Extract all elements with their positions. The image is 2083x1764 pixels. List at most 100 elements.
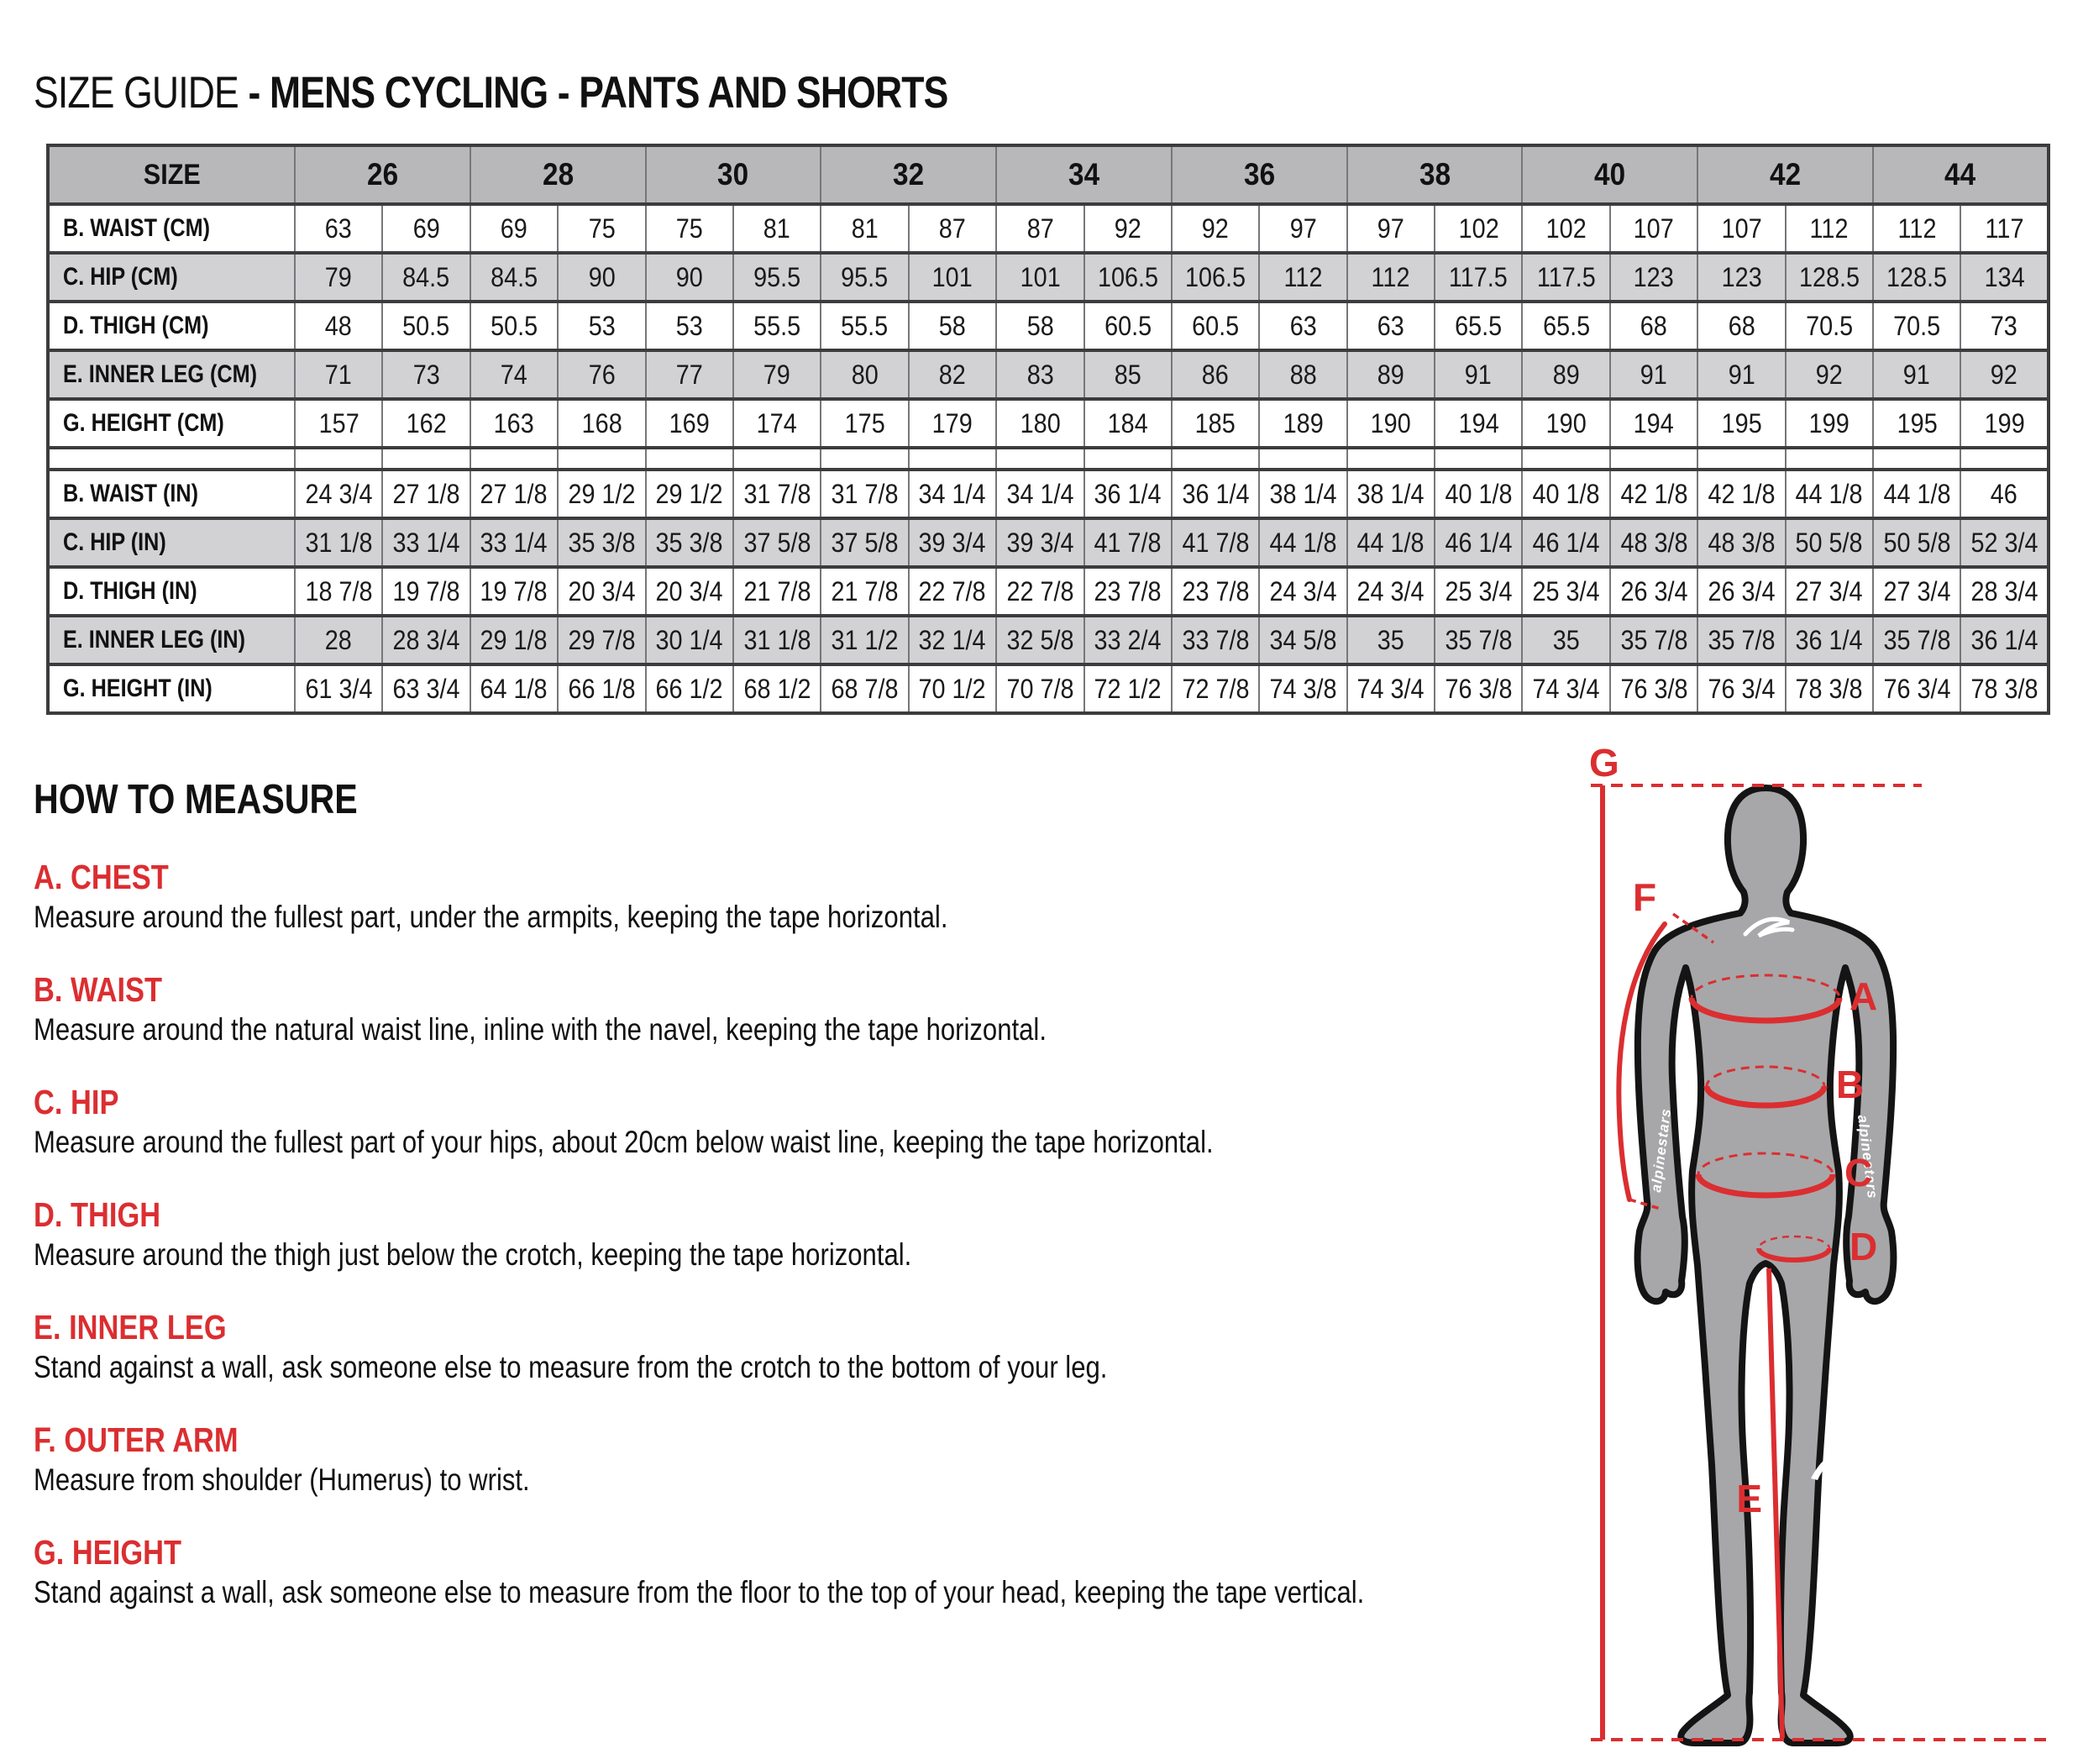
size-column-header: 30 (644, 144, 822, 206)
value-cell: 106.5 (1170, 251, 1261, 303)
value-cell: 24 3/4 (1346, 565, 1436, 617)
value-cell: 27 1/8 (381, 468, 471, 520)
spacer-cell (1346, 446, 1436, 471)
value-cell: 24 3/4 (1258, 565, 1348, 617)
value-cell: 117 (1960, 202, 2049, 255)
value-cell: 48 3/8 (1608, 517, 1699, 569)
measure-section-heading: A. CHEST (34, 858, 169, 896)
value-cell: 73 (1960, 300, 2049, 352)
value-cell: 61 3/4 (293, 663, 384, 715)
waist-arc-solid (1703, 1085, 1828, 1109)
page-title-prefix: SIZE GUIDE (34, 68, 239, 118)
value-cell: 101 (907, 251, 998, 303)
value-cell: 23 7/8 (1083, 565, 1173, 617)
measure-section-heading: F. OUTER ARM (34, 1420, 239, 1459)
spacer-cell (1697, 446, 1787, 471)
spacer-cell (820, 446, 910, 471)
value-cell: 31 1/2 (820, 614, 910, 666)
value-cell: 194 (1608, 397, 1699, 449)
value-cell: 44 1/8 (1872, 468, 1962, 520)
value-cell: 55.5 (732, 300, 822, 352)
value-cell: 44 1/8 (1346, 517, 1436, 569)
outer-arm-curve (1616, 921, 1667, 1202)
value-cell: 92 (1083, 202, 1173, 255)
spacer-cell (47, 446, 296, 471)
label-outer-arm-f: F (1633, 875, 1656, 919)
row-label: B. WAIST (CM) (47, 202, 296, 255)
value-cell: 48 (293, 300, 384, 352)
row-label: D. THIGH (IN) (47, 565, 296, 617)
value-cell: 19 7/8 (381, 565, 471, 617)
value-cell: 36 1/4 (1170, 468, 1261, 520)
value-cell: 33 1/4 (469, 517, 559, 569)
value-cell: 33 1/4 (381, 517, 471, 569)
value-cell: 112 (1346, 251, 1436, 303)
value-cell: 87 (907, 202, 998, 255)
value-cell: 44 1/8 (1258, 517, 1348, 569)
measure-section-heading: D. THIGH (34, 1195, 161, 1234)
measure-section-heading: E. INNER LEG (34, 1308, 227, 1347)
value-cell: 174 (732, 397, 822, 449)
value-cell: 76 3/8 (1608, 663, 1699, 715)
label-hip-c: C (1844, 1151, 1872, 1194)
spacer-cell (293, 446, 384, 471)
measure-section-text: Measure around the fullest part of your … (34, 1125, 1214, 1159)
hip-arc-solid (1695, 1173, 1836, 1199)
value-cell: 69 (381, 202, 471, 255)
inner-leg-line (1766, 1268, 1785, 1739)
value-cell: 27 3/4 (1784, 565, 1875, 617)
value-cell: 179 (907, 397, 998, 449)
value-cell: 86 (1170, 349, 1261, 401)
value-cell: 195 (1872, 397, 1962, 449)
value-cell: 72 1/2 (1083, 663, 1173, 715)
size-column-header: 26 (294, 144, 471, 206)
value-cell: 46 (1960, 468, 2049, 520)
value-cell: 29 1/2 (644, 468, 734, 520)
how-to-measure: HOW TO MEASURE A. CHEST Measure around th… (34, 778, 1629, 1609)
value-cell: 101 (995, 251, 1085, 303)
value-cell: 53 (644, 300, 734, 352)
value-cell: 70 7/8 (995, 663, 1085, 715)
value-cell: 29 1/8 (469, 614, 559, 666)
page-title-rest: - MENS CYCLING - PANTS AND SHORTS (248, 68, 948, 118)
value-cell: 89 (1521, 349, 1611, 401)
value-cell: 68 1/2 (732, 663, 822, 715)
value-cell: 31 1/8 (293, 517, 384, 569)
value-cell: 63 (293, 202, 384, 255)
spacer-cell (1170, 446, 1261, 471)
value-cell: 79 (732, 349, 822, 401)
value-cell: 91 (1872, 349, 1962, 401)
value-cell: 27 3/4 (1872, 565, 1962, 617)
value-cell: 21 7/8 (732, 565, 822, 617)
value-cell: 71 (293, 349, 384, 401)
value-cell: 40 1/8 (1434, 468, 1524, 520)
value-cell: 88 (1258, 349, 1348, 401)
row-label: E. INNER LEG (IN) (47, 614, 296, 666)
value-cell: 85 (1083, 349, 1173, 401)
table-row: G. HEIGHT (CM) 157 162 163 168 169 174 175 179 18… (47, 397, 2049, 449)
value-cell: 112 (1872, 202, 1962, 255)
value-cell: 44 1/8 (1784, 468, 1875, 520)
spacer-cell (1083, 446, 1173, 471)
body-silhouette (1634, 785, 1897, 1746)
value-cell: 84.5 (469, 251, 559, 303)
value-cell: 24 3/4 (293, 468, 384, 520)
size-column-header: 28 (469, 144, 647, 206)
measure-section: B. WAIST Measure around the natural waist… (34, 971, 1629, 1047)
value-cell: 199 (1960, 397, 2049, 449)
measure-section: D. THIGH Measure around the thigh just be… (34, 1196, 1629, 1272)
value-cell: 37 5/8 (820, 517, 910, 569)
table-row: E. INNER LEG (IN) 28 28 3/4 29 1/8 29 7/8 30 … (47, 614, 2049, 666)
value-cell: 66 1/2 (644, 663, 734, 715)
value-cell: 22 7/8 (907, 565, 998, 617)
value-cell: 42 1/8 (1608, 468, 1699, 520)
value-cell: 23 7/8 (1170, 565, 1261, 617)
value-cell: 123 (1697, 251, 1787, 303)
value-cell: 31 7/8 (820, 468, 910, 520)
size-column-header: 32 (820, 144, 998, 206)
value-cell: 28 (293, 614, 384, 666)
row-label: D. THIGH (CM) (47, 300, 296, 352)
spacer-cell (1258, 446, 1348, 471)
value-cell: 102 (1434, 202, 1524, 255)
value-cell: 50.5 (469, 300, 559, 352)
